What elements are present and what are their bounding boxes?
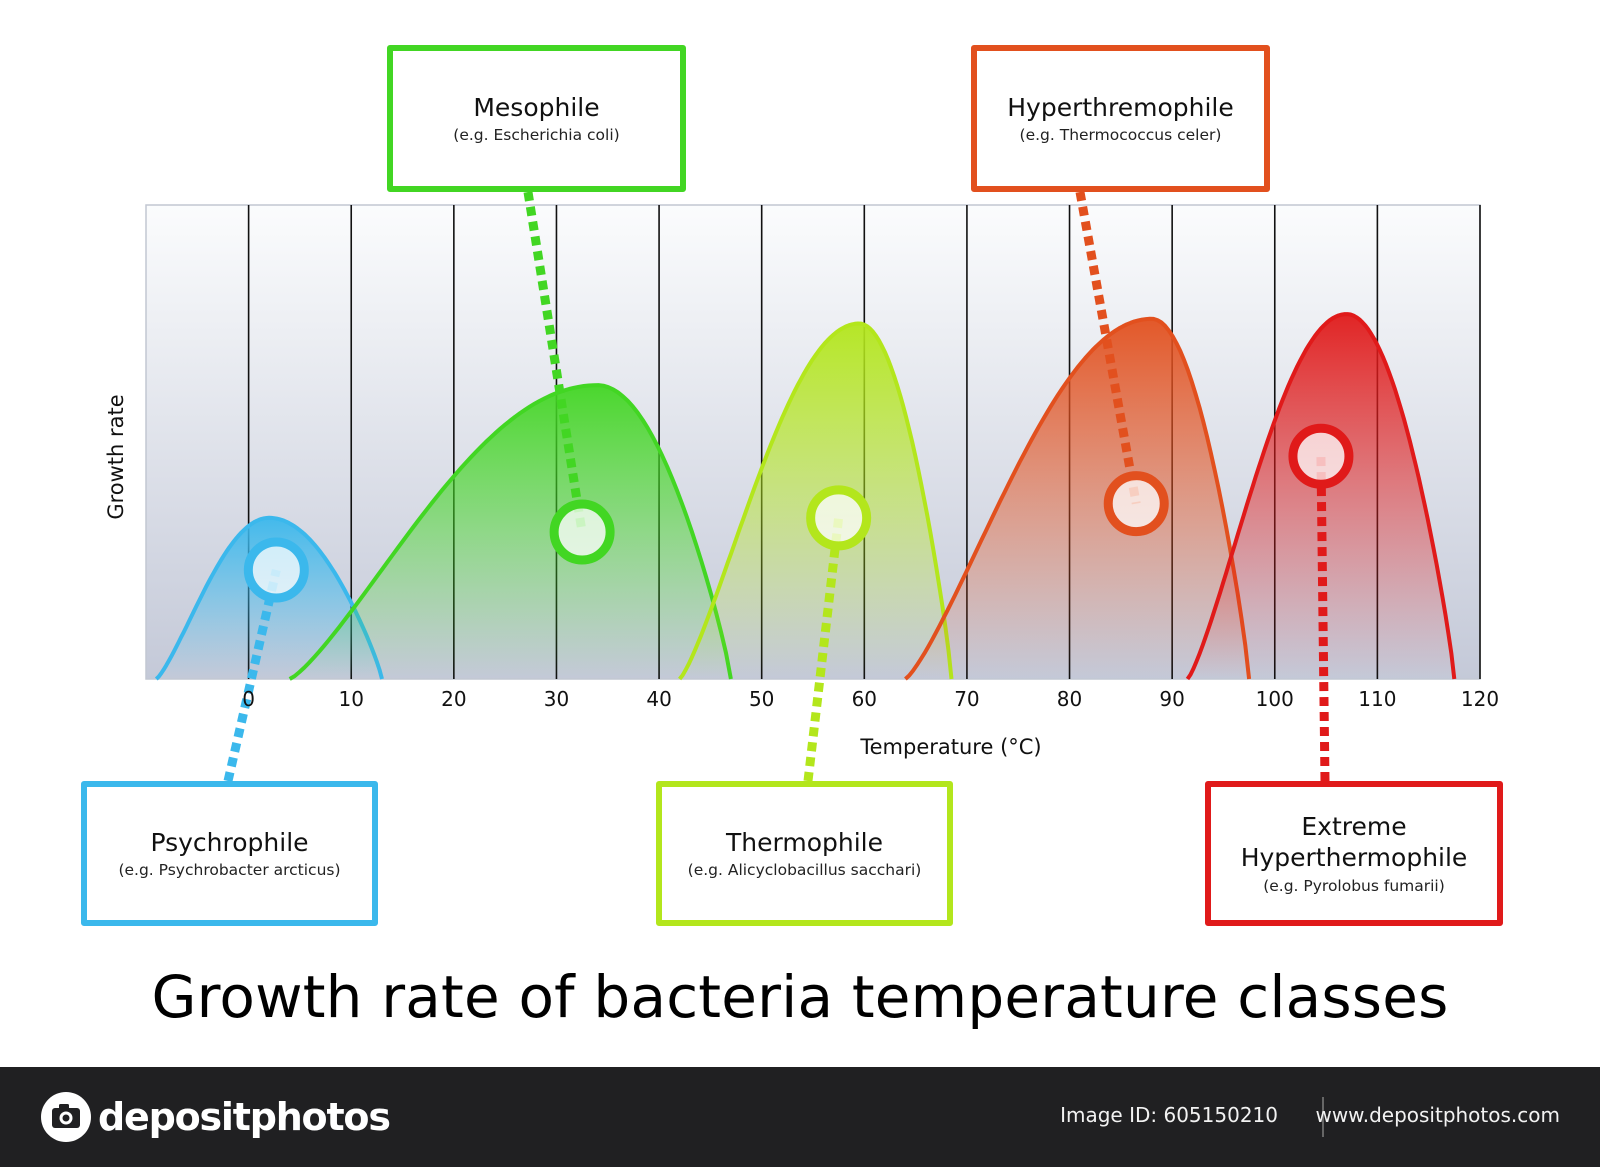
optimum-marker-hyperthremophile [1103,471,1169,537]
x-tick-label-80: 80 [1057,687,1082,711]
growth-area-mesophile [289,385,731,679]
growth-area-extreme-hyperthermophile [1187,314,1455,679]
leader-line-1 [523,191,587,533]
growth-curve-thermophile [678,321,954,681]
leader-line-4 [1316,456,1330,782]
mesophile-example: (e.g. Escherichia coli) [453,126,620,145]
thermophile-name: Thermophile [726,827,883,857]
x-tick-label-90: 90 [1159,687,1184,711]
x-axis-label: Temperature (°C) [859,735,1041,759]
hyperthremophile-example: (e.g. Thermococcus celer) [1019,126,1222,145]
thermophile-label-box: Thermophile (e.g. Alicyclobacillus sacch… [656,781,953,926]
site-url: www.depositphotos.com [1315,1103,1560,1127]
hyperthremophile-label-box: Hyperthremophile (e.g. Thermococcus cele… [971,45,1270,192]
leader-lines [223,191,1330,783]
growth-curve-psychrophile [154,515,384,681]
x-tick-label-70: 70 [954,687,979,711]
x-tick-label-10: 10 [339,687,364,711]
x-tick-label-40: 40 [646,687,671,711]
hyperthremophile-name: Hyperthremophile [1007,92,1234,122]
optimum-marker-thermophile [806,485,872,551]
footer-bar: depositphotos Image ID: 605150210 www.de… [0,1067,1600,1167]
x-axis-tick-labels: 0 10 20 30 40 50 60 70 80 90 100 110 120 [242,687,1499,711]
leader-line-3 [1075,191,1141,505]
y-axis-label: Growth rate [104,394,128,519]
x-tick-label-30: 30 [544,687,569,711]
x-tick-label-110: 110 [1358,687,1396,711]
extreme-hyperthermophile-name: Extreme Hyperthermophile [1240,812,1468,873]
x-tick-label-0: 0 [242,687,255,711]
optimum-marker-psychrophile [243,537,309,603]
mesophile-name: Mesophile [473,92,600,122]
optimum-markers [243,423,1354,603]
growth-curve-mesophile [288,383,733,681]
leader-line-0 [223,568,281,783]
psychrophile-example: (e.g. Psychrobacter arcticus) [118,861,341,880]
growth-rate-chart: 0 10 20 30 40 50 60 70 80 90 100 110 120 Temperature… [104,191,1499,783]
growth-curve-extreme-hyperthermophile [1185,312,1457,681]
x-tick-label-50: 50 [749,687,774,711]
psychrophile-label-box: Psychrophile (e.g. Psychrobacter arcticu… [81,781,378,926]
x-tick-label-120: 120 [1461,687,1499,711]
optimum-marker-mesophile [549,499,615,565]
x-tick-label-60: 60 [852,687,877,711]
mesophile-label-box: Mesophile (e.g. Escherichia coli) [387,45,686,192]
image-id-text: Image ID: 605150210 [1060,1103,1278,1127]
growth-area-hyperthremophile [905,318,1250,679]
thermophile-example: (e.g. Alicyclobacillus sacchari) [687,861,922,880]
extreme-hyperthermophile-label-box: Extreme Hyperthermophile (e.g. Pyrolobus… [1205,781,1503,926]
psychrophile-name: Psychrophile [150,827,309,857]
brand-logo: depositphotos [40,1087,391,1147]
x-tick-label-100: 100 [1256,687,1294,711]
camera-icon [41,1092,91,1142]
optimum-marker-extreme-hyperthermophile [1288,423,1354,489]
extreme-hyperthermophile-example: (e.g. Pyrolobus fumarii) [1263,876,1445,895]
footer-divider [1322,1097,1324,1137]
brand-name: depositphotos [98,1095,391,1139]
chart-title: Growth rate of bacteria temperature clas… [151,963,1449,1031]
x-tick-label-20: 20 [441,687,466,711]
growth-curve-hyperthremophile [904,316,1252,681]
